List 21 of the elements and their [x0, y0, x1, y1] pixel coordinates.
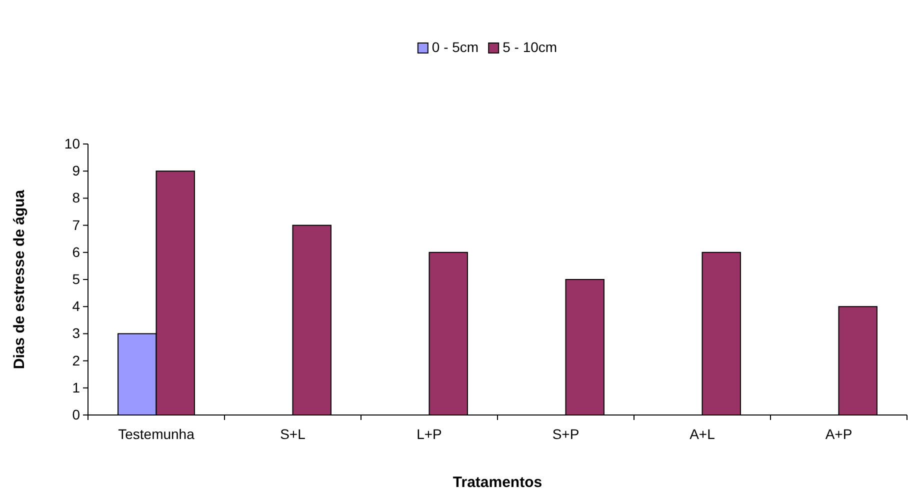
y-axis-title: Dias de estresse de água [11, 189, 28, 370]
x-tick-label: Testemunha [118, 426, 195, 442]
y-tick-label: 0 [72, 406, 80, 422]
x-axis-title: Tratamentos [452, 474, 542, 490]
x-tick-label: S+P [552, 426, 580, 442]
x-tick-label: A+P [825, 426, 852, 442]
x-tick-label: L+P [416, 426, 442, 442]
x-tick-label: S+L [280, 426, 306, 442]
y-tick-label: 6 [72, 244, 80, 260]
y-tick-label: 9 [72, 162, 80, 179]
y-tick-label: 3 [72, 325, 80, 342]
legend-label: 5 - 10cm [502, 39, 558, 55]
legend-label: 0 - 5cm [432, 39, 479, 55]
y-tick-label: 8 [72, 190, 80, 206]
y-tick-label: 4 [72, 298, 80, 314]
y-tick-label: 7 [72, 216, 80, 233]
y-tick-label: 10 [64, 135, 80, 152]
y-tick-label: 2 [72, 352, 80, 368]
y-tick-label: 5 [72, 270, 80, 287]
x-tick-label: A+L [690, 426, 716, 442]
y-tick-label: 1 [72, 379, 80, 396]
